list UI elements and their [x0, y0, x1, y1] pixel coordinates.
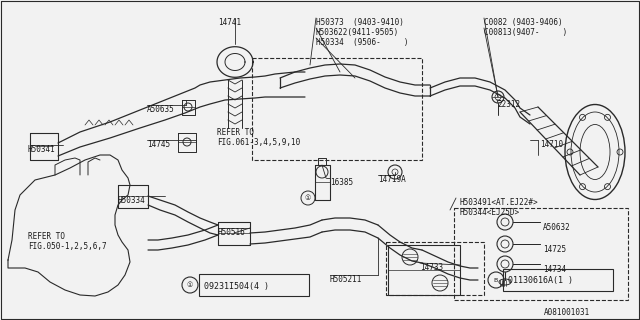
Text: 22312: 22312 [497, 100, 520, 109]
Text: H50344<EJ25D>: H50344<EJ25D> [460, 208, 520, 217]
Text: H505211: H505211 [330, 275, 362, 284]
Text: A50632: A50632 [543, 223, 571, 232]
Text: H50373  (9403-9410): H50373 (9403-9410) [316, 18, 404, 27]
Text: 14725: 14725 [543, 245, 566, 254]
Text: H50516: H50516 [218, 228, 246, 237]
Text: 14733: 14733 [420, 263, 443, 272]
Text: FIG.050-1,2,5,6,7: FIG.050-1,2,5,6,7 [28, 242, 107, 251]
Text: REFER TO: REFER TO [28, 232, 65, 241]
Text: 14734: 14734 [543, 265, 566, 274]
Text: 14719A: 14719A [378, 175, 406, 184]
Text: A50635: A50635 [147, 105, 175, 114]
Text: H50334: H50334 [118, 196, 146, 205]
Text: H503491<AT.EJ22#>: H503491<AT.EJ22#> [460, 198, 539, 207]
Text: REFER TO: REFER TO [217, 128, 254, 137]
Text: B: B [494, 277, 498, 283]
Text: ①: ① [305, 195, 311, 201]
Text: C00813(9407-     ): C00813(9407- ) [484, 28, 567, 37]
Bar [386, 242, 484, 295]
Text: 14745: 14745 [147, 140, 170, 149]
Text: H50334  (9506-     ): H50334 (9506- ) [316, 38, 408, 47]
Text: FIG.061-3,4,5,9,10: FIG.061-3,4,5,9,10 [217, 138, 300, 147]
Text: 01130616A(1 ): 01130616A(1 ) [508, 276, 573, 285]
Text: C0082 (9403-9406): C0082 (9403-9406) [484, 18, 563, 27]
Text: A081001031: A081001031 [544, 308, 590, 317]
Text: H503622(9411-9505): H503622(9411-9505) [316, 28, 399, 37]
Bar [252, 58, 422, 160]
Text: ①: ① [187, 282, 193, 288]
Text: 14710: 14710 [540, 140, 563, 149]
Text: 09231I504(4 ): 09231I504(4 ) [204, 282, 269, 291]
Bar [454, 208, 628, 300]
Text: 14741: 14741 [218, 18, 241, 27]
Text: 16385: 16385 [330, 178, 353, 187]
Text: H50341: H50341 [28, 145, 56, 154]
